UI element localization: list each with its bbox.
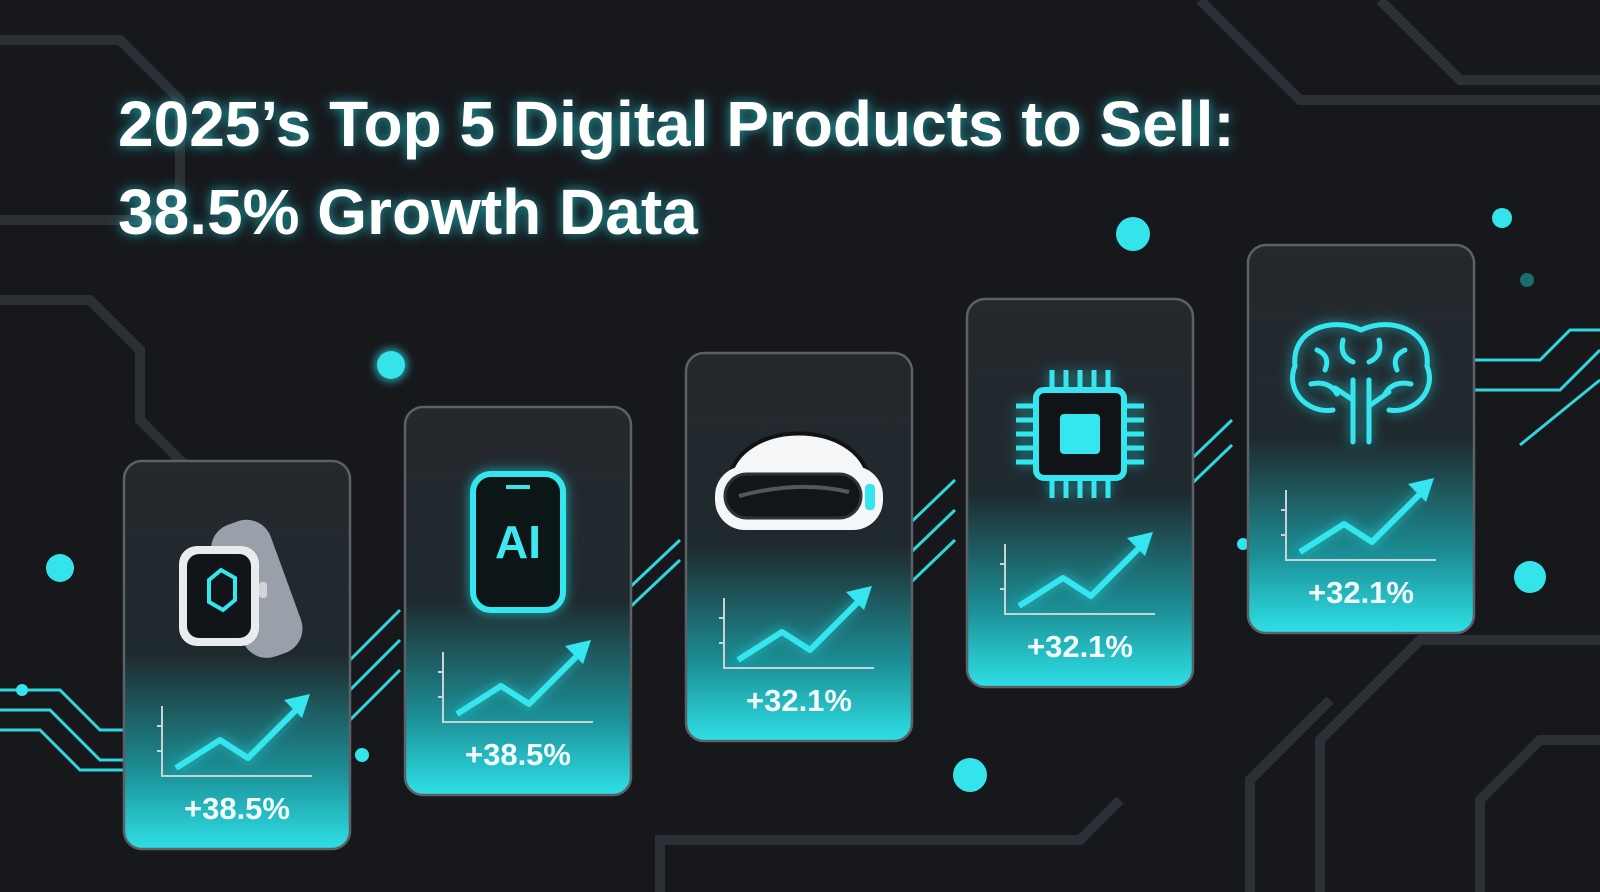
trend-chart: [719, 586, 874, 669]
card-bg: [1246, 243, 1476, 635]
icon-text: AI: [495, 516, 541, 568]
trend-arrow: [284, 694, 310, 718]
product-icon: [715, 431, 883, 530]
trend-chart: [157, 694, 312, 777]
product-icon: [1016, 370, 1144, 498]
brain-lines: [1290, 322, 1432, 445]
growth-label: +38.5%: [184, 791, 290, 826]
glow-dots: [16, 208, 1546, 792]
product-card: +32.1%: [684, 351, 914, 743]
trend-line: [1017, 539, 1148, 609]
trend-line: [1298, 485, 1429, 555]
trend-ticks: [719, 617, 724, 644]
trend-arrow: [565, 640, 591, 664]
brain-stem: [1332, 377, 1392, 445]
trend-line: [736, 593, 867, 663]
trend-chart: [438, 640, 593, 723]
product-icon: [179, 519, 303, 658]
trend-ticks: [1281, 509, 1286, 536]
chip-core: [1060, 414, 1100, 454]
product-card: +32.1%: [965, 297, 1195, 689]
trend-arrow: [1408, 478, 1434, 502]
vr-side: [865, 484, 875, 510]
product-card: +32.1%: [1246, 243, 1476, 635]
trend-arrow: [846, 586, 872, 610]
growth-label: +32.1%: [1308, 575, 1414, 610]
trend-axes: [442, 652, 593, 723]
trend-axes: [1285, 490, 1436, 561]
product-icon: AI: [470, 471, 566, 613]
product-icon: [1290, 322, 1432, 445]
trend-line: [174, 701, 305, 771]
trend-arrow: [1127, 532, 1153, 556]
brain-folds: [1308, 337, 1414, 397]
watch-crown: [259, 582, 267, 598]
watch-face: [187, 554, 251, 638]
growth-label: +32.1%: [746, 683, 852, 718]
growth-label: +38.5%: [465, 737, 571, 772]
brain-outline: [1290, 322, 1432, 413]
watch-glyph: [207, 567, 237, 613]
growth-label: +32.1%: [1027, 629, 1133, 664]
trend-ticks: [157, 725, 162, 752]
product-card: AI +38.5%: [403, 405, 633, 797]
vr-visor: [723, 472, 863, 520]
trend-chart: [1000, 532, 1155, 615]
trend-axes: [723, 598, 874, 669]
cards: +38.5% AI +38.5% +32.1% +32.1% +32.1%: [122, 243, 1476, 851]
title-line: 38.5% Growth Data: [118, 176, 698, 248]
card-bg: [684, 351, 914, 743]
vr-shine: [738, 484, 850, 498]
product-card: +38.5%: [122, 459, 352, 851]
trend-chart: [1281, 478, 1436, 561]
phone-outline: [470, 471, 566, 613]
trend-ticks: [1000, 563, 1005, 590]
trend-ticks: [438, 671, 443, 698]
trend-line: [455, 647, 586, 717]
title-line: 2025’s Top 5 Digital Products to Sell:: [118, 88, 1235, 160]
cyan-traces: [0, 328, 1600, 772]
trend-axes: [1004, 544, 1155, 615]
trend-axes: [161, 706, 312, 777]
